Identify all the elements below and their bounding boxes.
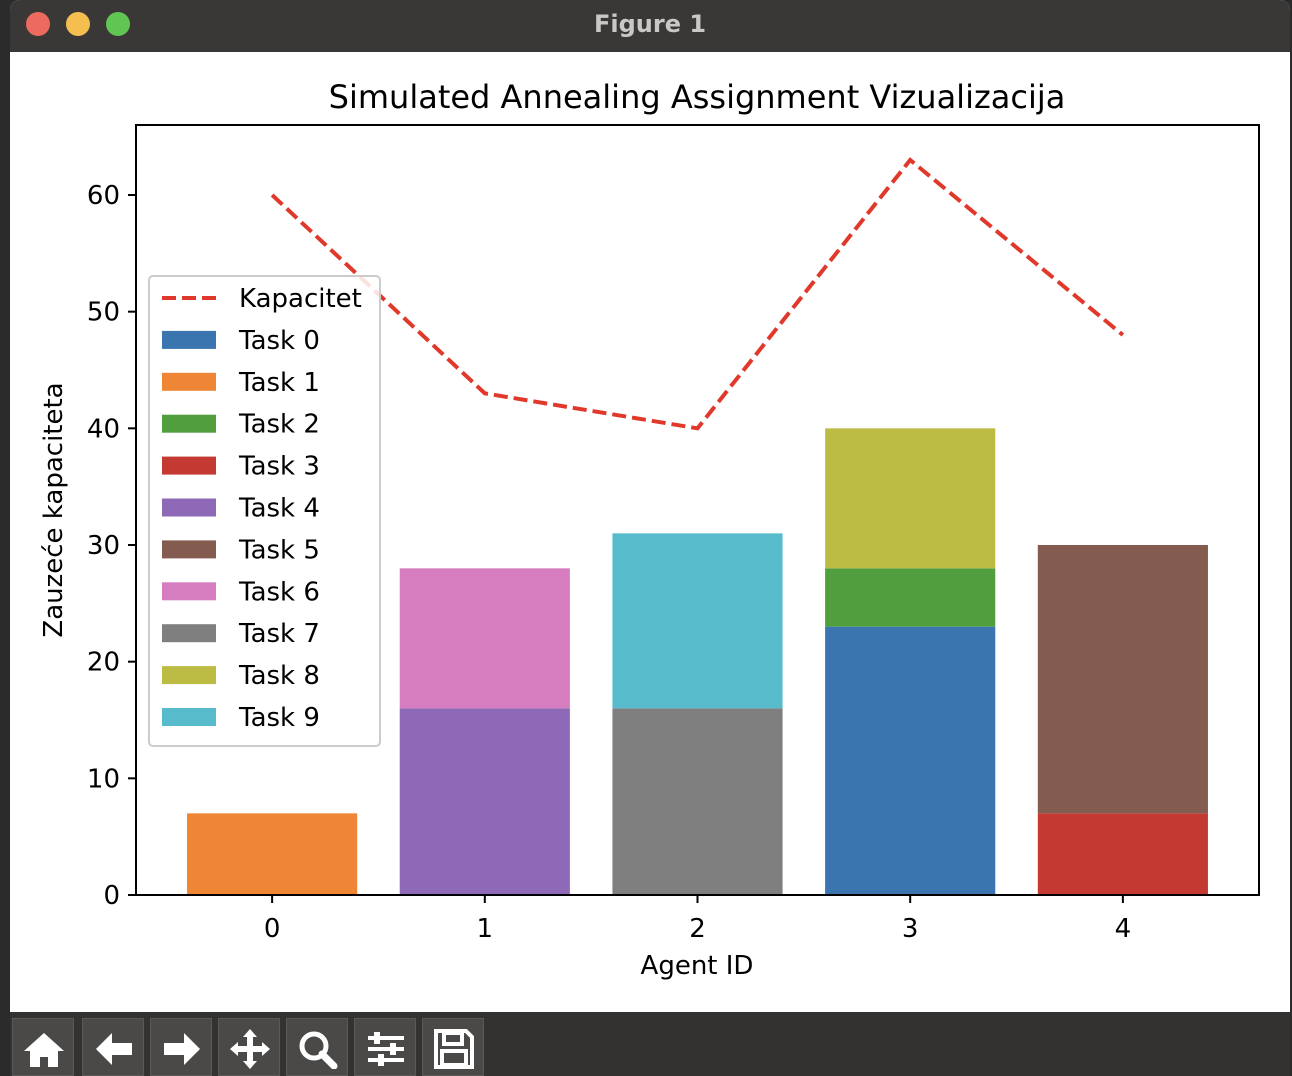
legend-swatch-task-3 xyxy=(162,456,216,475)
y-tick-label: 10 xyxy=(87,764,120,794)
y-axis-label: Zauzeće kapaciteta xyxy=(39,382,69,637)
forward-arrow-icon xyxy=(164,1033,200,1065)
legend-swatch-task-5 xyxy=(162,540,216,559)
bar-task-7 xyxy=(612,708,783,895)
zoom-button[interactable] xyxy=(286,1018,348,1076)
legend-label-task-9: Task 9 xyxy=(238,703,320,733)
legend-swatch-task-8 xyxy=(162,666,216,685)
figure-canvas: Simulated Annealing Assignment Vizualiza… xyxy=(10,52,1290,1012)
save-icon xyxy=(434,1029,474,1069)
x-tick-label: 2 xyxy=(689,914,706,944)
x-tick-label: 0 xyxy=(264,914,281,944)
x-axis: 0 1 2 3 4 xyxy=(264,895,1131,944)
x-tick-label: 1 xyxy=(477,914,494,944)
x-tick-label: 3 xyxy=(902,914,919,944)
bar-task-8 xyxy=(825,428,996,569)
title-bar: Figure 1 xyxy=(10,0,1290,52)
legend-label-capacity: Kapacitet xyxy=(239,284,362,314)
y-tick-label: 20 xyxy=(87,648,120,678)
legend-label-task-5: Task 5 xyxy=(238,535,320,565)
y-tick-label: 50 xyxy=(87,298,120,328)
legend-label-task-4: Task 4 xyxy=(238,494,320,524)
minimize-window-button[interactable] xyxy=(66,12,90,36)
bar-task-5 xyxy=(1037,545,1208,814)
legend-swatch-task-0 xyxy=(162,330,216,349)
figure-window: Figure 1 Simulated Annealing Assignment … xyxy=(10,0,1290,1076)
legend-label-task-7: Task 7 xyxy=(238,619,320,649)
bars-group xyxy=(187,428,1208,895)
bar-task-1 xyxy=(187,813,358,895)
home-icon xyxy=(24,1033,64,1067)
back-arrow-icon xyxy=(96,1033,132,1065)
legend-label-task-6: Task 6 xyxy=(238,577,320,607)
forward-button[interactable] xyxy=(150,1018,212,1076)
legend-swatch-task-1 xyxy=(162,372,216,391)
legend-swatch-task-4 xyxy=(162,498,216,517)
configure-subplots-button[interactable] xyxy=(354,1018,416,1076)
configure-subplots-icon xyxy=(368,1032,404,1066)
bar-task-6 xyxy=(399,568,570,709)
legend-swatch-task-9 xyxy=(162,708,216,726)
back-button[interactable] xyxy=(82,1018,144,1076)
legend-swatch-task-6 xyxy=(162,582,216,601)
pan-button[interactable] xyxy=(218,1018,280,1076)
bar-task-2 xyxy=(825,568,996,627)
bar-task-4 xyxy=(399,708,570,895)
close-window-button[interactable] xyxy=(26,12,50,36)
legend: Kapacitet Task 0 Task 1 Task 2 Task 3 Task 4 T… xyxy=(148,275,381,747)
legend-swatch-task-7 xyxy=(162,624,216,643)
legend-label-task-3: Task 3 xyxy=(238,452,320,482)
bar-task-3 xyxy=(1037,813,1208,895)
legend-label-task-1: Task 1 xyxy=(238,368,320,398)
legend-label-task-8: Task 8 xyxy=(238,661,320,691)
legend-label-task-2: Task 2 xyxy=(238,410,320,440)
chart: Simulated Annealing Assignment Vizualiza… xyxy=(39,78,1260,981)
legend-label-task-0: Task 0 xyxy=(238,326,320,356)
x-axis-label: Agent ID xyxy=(641,951,754,981)
y-tick-label: 60 xyxy=(87,181,120,211)
y-tick-label: 0 xyxy=(103,881,120,911)
save-button[interactable] xyxy=(422,1018,484,1076)
pan-icon xyxy=(230,1029,270,1069)
legend-swatch-task-2 xyxy=(162,414,216,433)
y-axis: 0 10 20 30 40 50 60 xyxy=(87,181,136,911)
bar-task-9 xyxy=(612,533,783,709)
maximize-window-button[interactable] xyxy=(106,12,130,36)
capacity-line xyxy=(270,157,1125,431)
y-tick-label: 30 xyxy=(87,531,120,561)
x-tick-label: 4 xyxy=(1115,914,1132,944)
window-title: Figure 1 xyxy=(593,10,707,38)
y-tick-label: 40 xyxy=(87,414,120,444)
navigation-toolbar xyxy=(10,1012,1290,1076)
capacity-line-group xyxy=(270,157,1125,431)
chart-title: Simulated Annealing Assignment Vizualiza… xyxy=(329,78,1066,116)
home-button[interactable] xyxy=(12,1018,74,1076)
bar-task-0 xyxy=(825,626,996,895)
zoom-icon xyxy=(299,1031,338,1069)
